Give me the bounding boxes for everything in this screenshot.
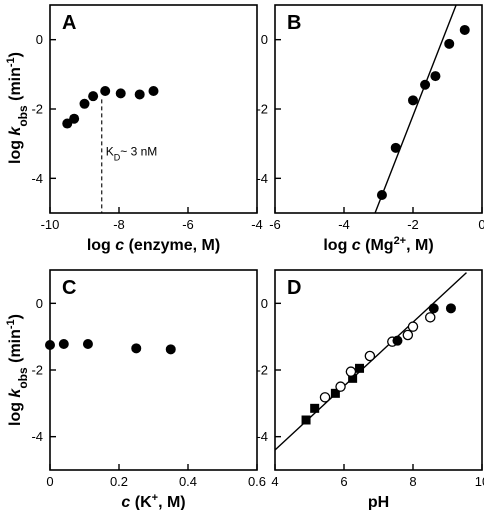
data-point — [88, 91, 99, 102]
data-point — [165, 344, 176, 355]
data-point — [45, 340, 55, 350]
x-tick-label: -8 — [113, 217, 125, 232]
y-tick-label: 0 — [36, 296, 43, 311]
x-tick-label: 6 — [340, 474, 347, 489]
data-point-open-circle — [319, 392, 331, 403]
kd-annotation: KD~ 3 nM — [106, 145, 158, 163]
data-point — [148, 85, 159, 96]
data-point — [459, 24, 470, 35]
fit-line — [374, 4, 457, 214]
x-axis-label: pH — [368, 494, 389, 510]
data-point-open-circle — [407, 321, 419, 332]
y-tick-label: -4 — [256, 171, 268, 186]
x-tick-label: 0 — [478, 217, 484, 232]
x-tick-label: -4 — [338, 217, 350, 232]
data-point-square — [355, 363, 365, 373]
x-tick-label: -4 — [251, 217, 263, 232]
y-axis-label: log kobs (min-1) — [5, 314, 30, 426]
x-tick-label: 4 — [271, 474, 278, 489]
panel-a: A -10 -8 -6 -4 -4 -2 0 log c (enzyme, M) KD~ 3 nM — [31, 4, 263, 254]
data-point — [131, 343, 142, 354]
panel-letter: D — [287, 277, 301, 299]
plot-frame — [274, 269, 483, 471]
data-point-square — [310, 403, 320, 413]
y-tick-label: -4 — [31, 171, 43, 186]
panel-letter: C — [62, 277, 76, 299]
data-point — [444, 38, 455, 49]
data-point — [430, 71, 441, 82]
plot-frame — [49, 269, 258, 471]
data-point — [58, 339, 69, 349]
y-tick-label: -2 — [256, 363, 268, 378]
y-tick-label: 0 — [36, 32, 43, 47]
data-point — [69, 113, 80, 124]
y-tick-label: 0 — [261, 296, 268, 311]
data-point — [134, 89, 145, 100]
data-point-square — [348, 373, 358, 383]
panel-letter: B — [287, 12, 301, 34]
data-point-square — [330, 388, 340, 398]
x-tick-label: -10 — [41, 217, 60, 232]
x-axis-label: log c (enzyme, M) — [87, 237, 220, 254]
data-point-square — [301, 415, 311, 425]
x-tick-label: -6 — [182, 217, 194, 232]
y-tick-label: -4 — [256, 429, 268, 444]
y-tick-label: -2 — [256, 102, 268, 117]
panel-b: B -6 -4 -2 0 -4 -2 0 log c (Mg2+, M) — [256, 4, 484, 254]
y-tick-label: -2 — [31, 102, 43, 117]
y-axis-label: log kobs (min-1) — [5, 52, 30, 164]
data-point — [100, 85, 111, 96]
x-tick-label: -6 — [269, 217, 281, 232]
panel-d: D 4 6 8 10 -4 -2 0 pH — [256, 269, 484, 510]
data-point — [390, 142, 401, 153]
data-point — [420, 79, 431, 90]
x-axis-label: log c (Mg2+, M) — [323, 235, 433, 254]
plot-frame — [49, 4, 258, 214]
data-point-open-circle — [335, 381, 346, 392]
data-point — [82, 339, 93, 349]
data-point — [445, 303, 456, 314]
data-point-open-circle — [345, 366, 357, 377]
x-tick-label: 8 — [409, 474, 416, 489]
x-tick-label: 0.6 — [248, 474, 266, 489]
y-tick-label: -2 — [31, 363, 43, 378]
x-axis-label: c (K+, M) — [121, 492, 185, 510]
panel-c: C 0 0.2 0.4 0.6 -4 -2 0 c (K+, M) — [31, 269, 266, 510]
x-tick-label: 10 — [475, 474, 484, 489]
data-point — [392, 335, 403, 346]
data-point-open-circle — [364, 350, 376, 362]
data-point — [79, 98, 90, 109]
data-point-open-circle — [424, 312, 436, 323]
panel-letter: A — [62, 12, 76, 34]
y-tick-label: 0 — [261, 32, 268, 47]
data-point-open-circle — [402, 329, 414, 341]
data-point — [428, 303, 439, 314]
x-tick-label: 0 — [46, 474, 53, 489]
plot-frame — [274, 4, 483, 214]
y-tick-label: -4 — [31, 429, 43, 444]
data-point — [408, 95, 418, 106]
x-tick-label: -2 — [407, 217, 419, 232]
x-tick-label: 0.2 — [110, 474, 128, 489]
data-point — [376, 189, 387, 200]
data-point — [115, 88, 126, 99]
x-tick-label: 0.4 — [179, 474, 197, 489]
